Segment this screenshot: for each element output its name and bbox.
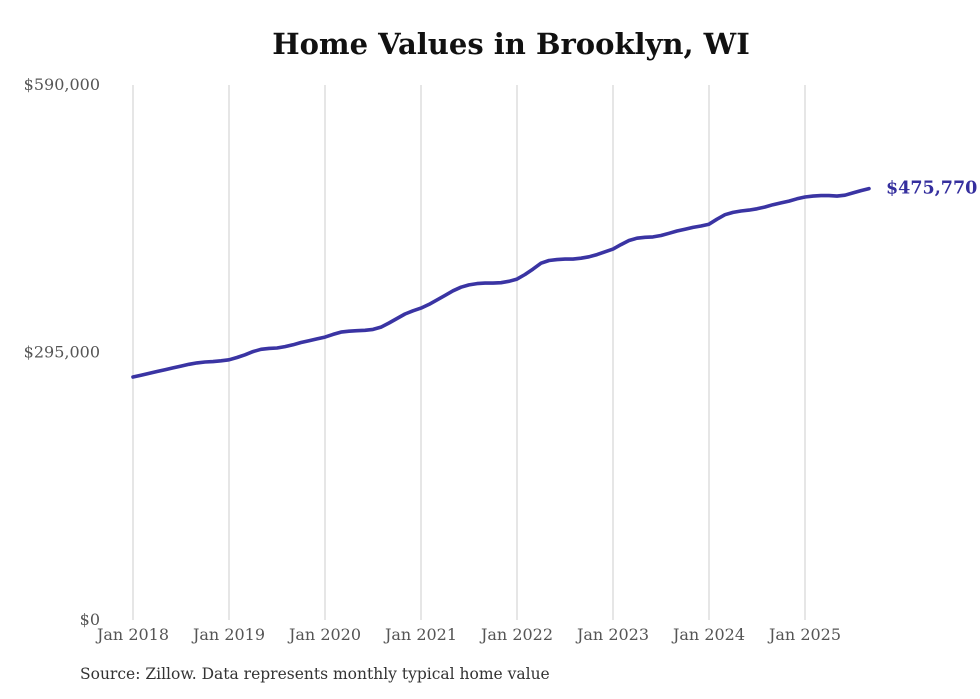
x-tick-label: Jan 2025 (767, 625, 841, 644)
y-tick-label: $0 (80, 610, 100, 629)
y-tick-label: $295,000 (24, 343, 100, 362)
x-tick-label: Jan 2023 (575, 625, 649, 644)
y-tick-label: $590,000 (24, 75, 100, 94)
x-tick-label: Jan 2021 (383, 625, 457, 644)
source-note: Source: Zillow. Data represents monthly … (80, 665, 550, 683)
home-value-line (131, 186, 871, 379)
x-tick-label: Jan 2019 (191, 625, 265, 644)
x-tick-label: Jan 2024 (671, 625, 745, 644)
x-tick-label: Jan 2020 (287, 625, 361, 644)
chart-title: Home Values in Brooklyn, WI (272, 27, 750, 61)
latest-value-label: $475,770 (886, 179, 977, 199)
x-tick-label: Jan 2018 (95, 625, 169, 644)
x-tick-label: Jan 2022 (479, 625, 553, 644)
